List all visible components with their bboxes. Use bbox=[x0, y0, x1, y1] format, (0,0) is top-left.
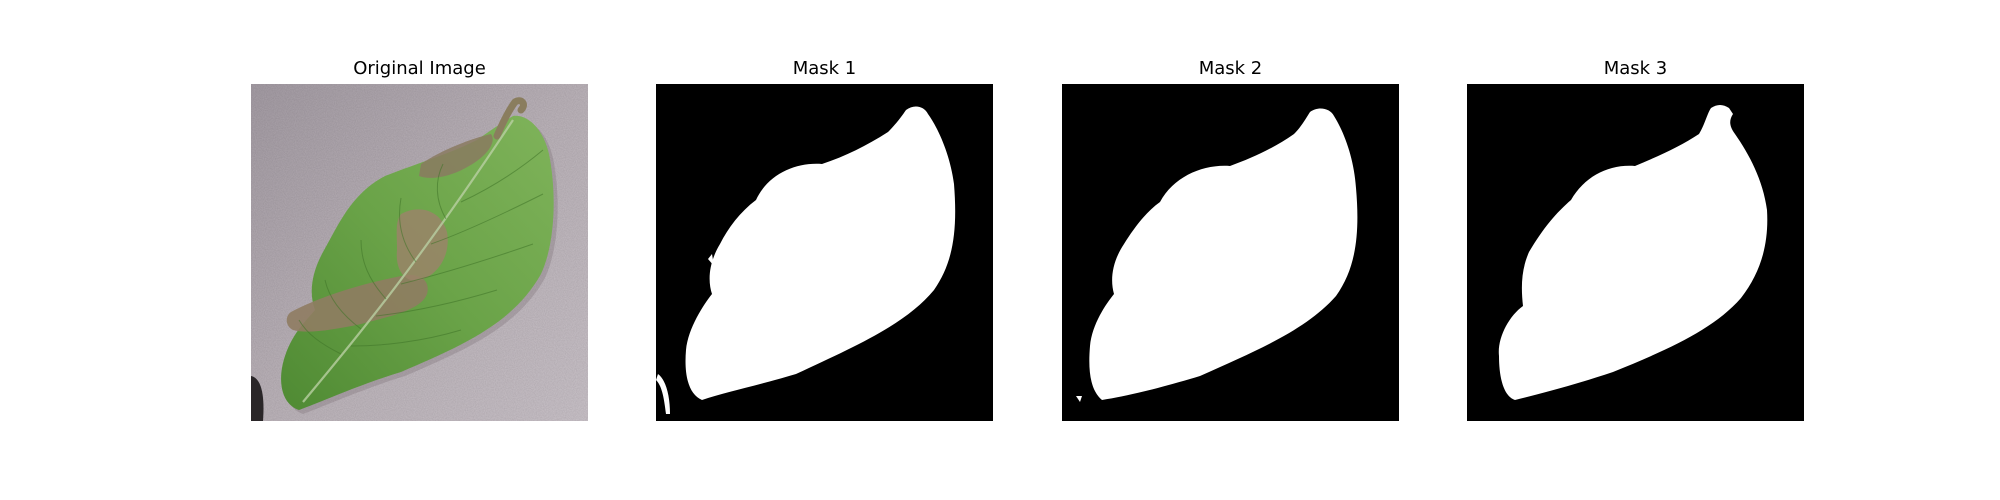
mask-3-image bbox=[1467, 84, 1804, 421]
panel-title-mask-3: Mask 3 bbox=[1603, 58, 1668, 79]
mask-3-shape bbox=[1467, 84, 1804, 421]
mask-1-shape bbox=[656, 84, 993, 421]
mask-2-image bbox=[1062, 84, 1399, 421]
original-image bbox=[251, 84, 588, 421]
panel-title-original: Original Image bbox=[353, 58, 486, 79]
panel-title-mask-1: Mask 1 bbox=[792, 58, 857, 79]
leaf-photo bbox=[251, 84, 588, 421]
mask-2-shape bbox=[1062, 84, 1399, 421]
panel-title-mask-2: Mask 2 bbox=[1198, 58, 1263, 79]
mask-1-image bbox=[656, 84, 993, 421]
